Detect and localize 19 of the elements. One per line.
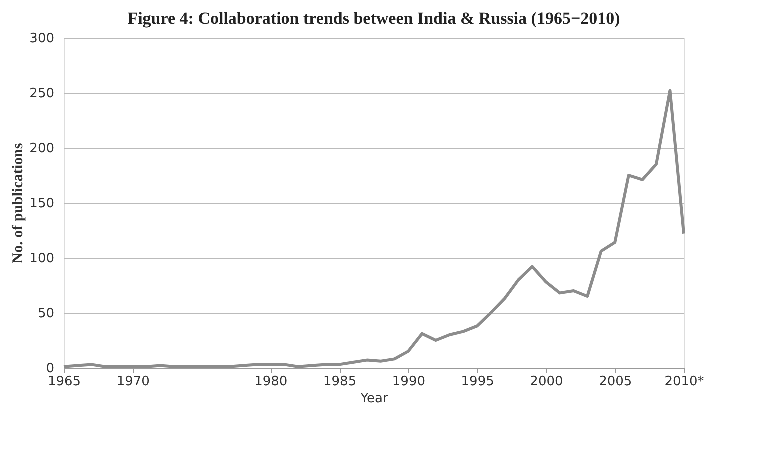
x-tick-label: 1990: [392, 374, 426, 390]
y-tick-label: 300: [30, 32, 54, 46]
x-tick-label: 1985: [324, 374, 357, 390]
y-tick-label: 200: [30, 142, 54, 156]
x-tick-label: 1965: [48, 374, 82, 390]
x-tick-label: 2010*: [664, 374, 705, 390]
x-tick-label: 1970: [116, 374, 150, 390]
y-tick-label: 0: [46, 362, 54, 376]
x-axis-title: Year: [360, 392, 389, 406]
x-tick-label: 2000: [530, 374, 564, 390]
y-tick-label: 150: [30, 196, 54, 212]
chart-title: Figure 4: Collaboration trends between India & Russia (1965−2010): [128, 9, 620, 28]
x-tick-label: 1980: [254, 374, 288, 390]
y-tick-label: 250: [30, 86, 54, 102]
y-axis-title: No. of publications: [10, 143, 27, 264]
y-tick-label: 50: [38, 306, 54, 322]
x-tick-label: 2005: [599, 374, 632, 390]
y-tick-label: 100: [30, 252, 54, 266]
x-tick-label: 1995: [461, 374, 494, 390]
